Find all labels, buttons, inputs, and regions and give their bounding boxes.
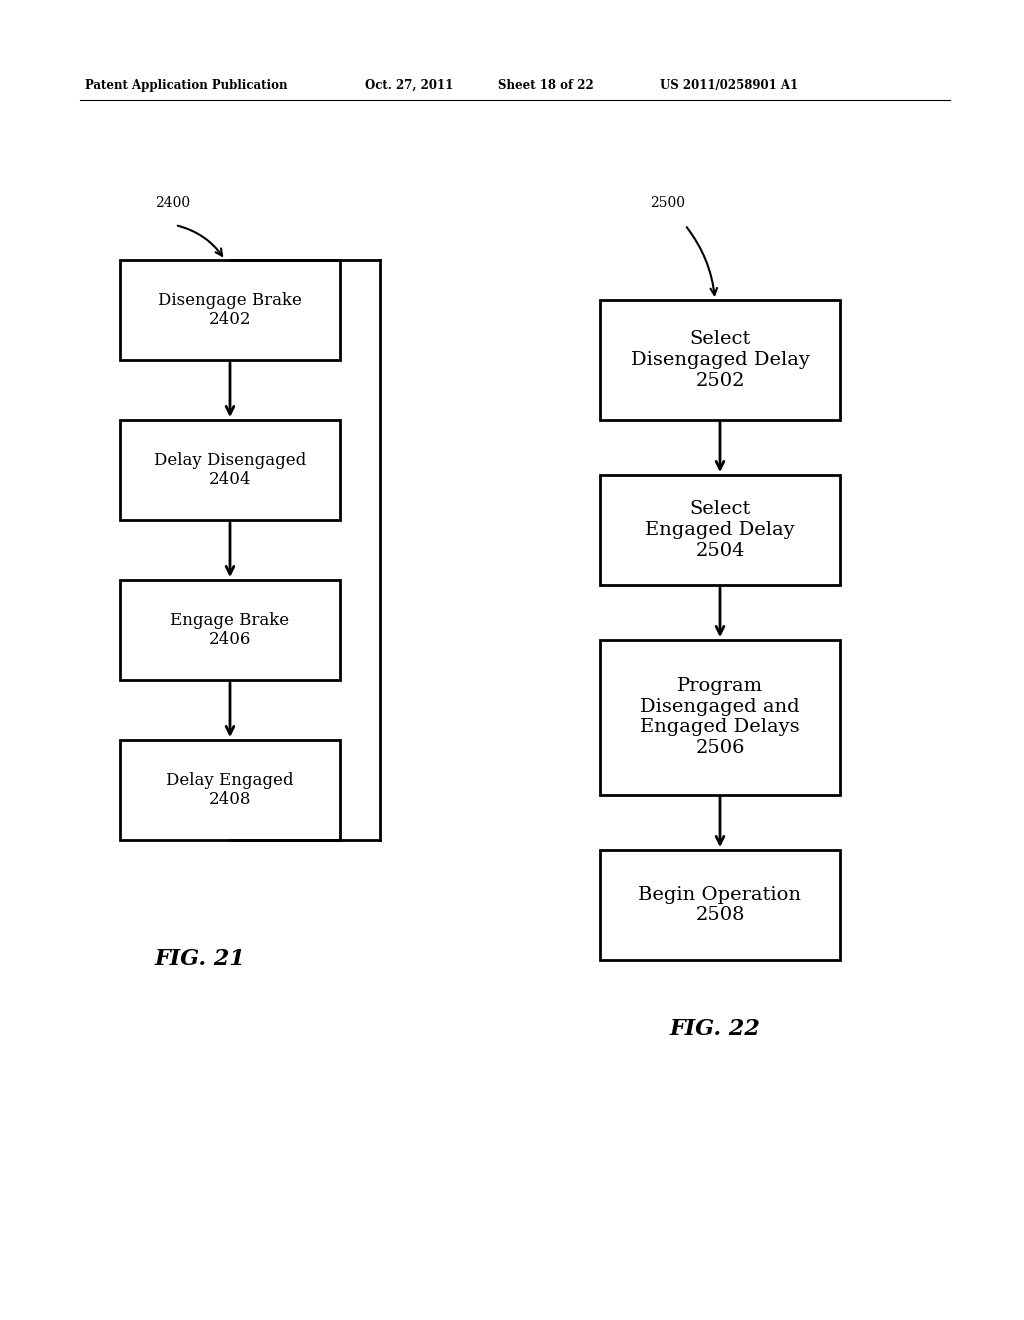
Text: Oct. 27, 2011: Oct. 27, 2011 [365,79,454,92]
Text: FIG. 21: FIG. 21 [155,948,246,970]
Text: FIG. 22: FIG. 22 [670,1018,761,1040]
Text: Delay Disengaged
2404: Delay Disengaged 2404 [154,451,306,488]
Text: Engage Brake
2406: Engage Brake 2406 [170,611,290,648]
Bar [120,741,340,840]
Bar [120,420,340,520]
Bar [120,579,340,680]
Text: 2400: 2400 [155,195,190,210]
Text: 2500: 2500 [650,195,685,210]
Bar [600,475,840,585]
Text: US 2011/0258901 A1: US 2011/0258901 A1 [660,79,798,92]
Bar [120,260,340,360]
Text: Disengage Brake
2402: Disengage Brake 2402 [158,292,302,329]
Bar [600,850,840,960]
Bar [600,300,840,420]
Text: Program
Disengaged and
Engaged Delays
2506: Program Disengaged and Engaged Delays 25… [640,677,800,758]
Text: Begin Operation
2508: Begin Operation 2508 [639,886,802,924]
Text: Sheet 18 of 22: Sheet 18 of 22 [498,79,594,92]
Text: Delay Engaged
2408: Delay Engaged 2408 [166,772,294,808]
Text: Select
Disengaged Delay
2502: Select Disengaged Delay 2502 [631,330,809,389]
Text: Patent Application Publication: Patent Application Publication [85,79,288,92]
Text: Select
Engaged Delay
2504: Select Engaged Delay 2504 [645,500,795,560]
Bar [600,639,840,795]
